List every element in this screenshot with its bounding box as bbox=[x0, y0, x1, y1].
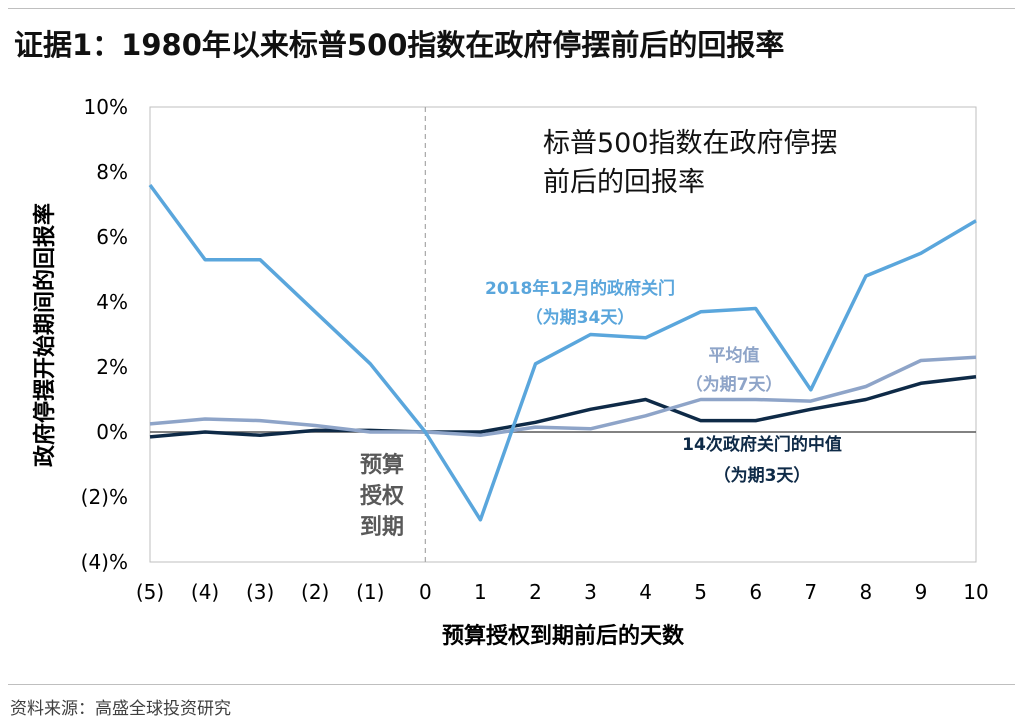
page-title: 证据1：1980年以来标普500指数在政府停摆前后的回报率 bbox=[14, 28, 785, 62]
x-tick-label: 8 bbox=[859, 580, 872, 604]
y-tick-label: (4)% bbox=[81, 550, 128, 574]
inset-title-line-1: 标普500指数在政府停摆 bbox=[543, 128, 838, 159]
plot-area bbox=[149, 106, 977, 563]
vertical-line-label-3: 到期 bbox=[360, 515, 404, 540]
y-tick-label: 8% bbox=[96, 160, 128, 184]
vertical-line-label-1: 预算 bbox=[360, 452, 404, 478]
y-tick-label: 2% bbox=[96, 355, 128, 379]
x-tick-label: (3) bbox=[246, 580, 274, 604]
x-tick-label: 6 bbox=[749, 580, 762, 604]
inset-title-line-2: 前后的回报率 bbox=[543, 167, 705, 198]
x-tick-label: (2) bbox=[301, 580, 329, 604]
y-tick-label: 6% bbox=[96, 225, 128, 249]
x-tick-label: 5 bbox=[694, 580, 707, 604]
y-tick-label: (2)% bbox=[81, 485, 128, 509]
x-tick-label: 2 bbox=[529, 580, 542, 604]
x-tick-label: 10 bbox=[963, 580, 988, 604]
y-tick-label: 0% bbox=[96, 420, 128, 444]
x-tick-label: 7 bbox=[804, 580, 817, 604]
x-tick-label: (1) bbox=[356, 580, 384, 604]
y-tick-labels: (4)% (2)% 0% 2% 4% 6% 8% 10% bbox=[81, 95, 128, 574]
vertical-line-label-2: 授权 bbox=[360, 483, 405, 509]
y-tick-label: 4% bbox=[96, 290, 128, 314]
top-rule bbox=[8, 8, 1015, 9]
annotation-2018-line-2: （为期34天） bbox=[526, 307, 635, 328]
x-tick-label: (5) bbox=[136, 580, 164, 604]
source-note: 资料来源：高盛全球投资研究 bbox=[10, 699, 231, 719]
y-tick-label: 10% bbox=[84, 95, 128, 119]
annotation-2018-line-1: 2018年12月的政府关门 bbox=[485, 278, 675, 299]
annotation-average-line-1: 平均值 bbox=[709, 345, 760, 366]
x-axis-title: 预算授权到期前后的天数 bbox=[442, 623, 685, 649]
series-line-median bbox=[149, 375, 977, 439]
annotation-average-line-2: （为期7天） bbox=[686, 374, 783, 395]
y-axis-title: 政府停摆开始期间的回报率 bbox=[32, 203, 58, 467]
series-lines bbox=[148, 183, 977, 522]
x-tick-label: 0 bbox=[419, 580, 432, 604]
bottom-rule bbox=[8, 684, 1015, 685]
x-tick-label: 1 bbox=[474, 580, 487, 604]
plot-frame bbox=[149, 106, 977, 563]
x-tick-label: 4 bbox=[639, 580, 652, 604]
annotation-median-line-2: （为期3天） bbox=[714, 465, 811, 486]
series-line-2018-shutdown bbox=[148, 183, 977, 522]
annotation-median-line-1: 14次政府关门的中值 bbox=[682, 434, 842, 455]
series-line-average bbox=[149, 355, 977, 438]
x-tick-label: 9 bbox=[915, 580, 928, 604]
x-tick-labels: (5) (4) (3) (2) (1) 0 1 2 3 4 5 6 7 8 9 10 bbox=[136, 580, 989, 604]
x-tick-label: 3 bbox=[584, 580, 597, 604]
x-tick-label: (4) bbox=[191, 580, 219, 604]
